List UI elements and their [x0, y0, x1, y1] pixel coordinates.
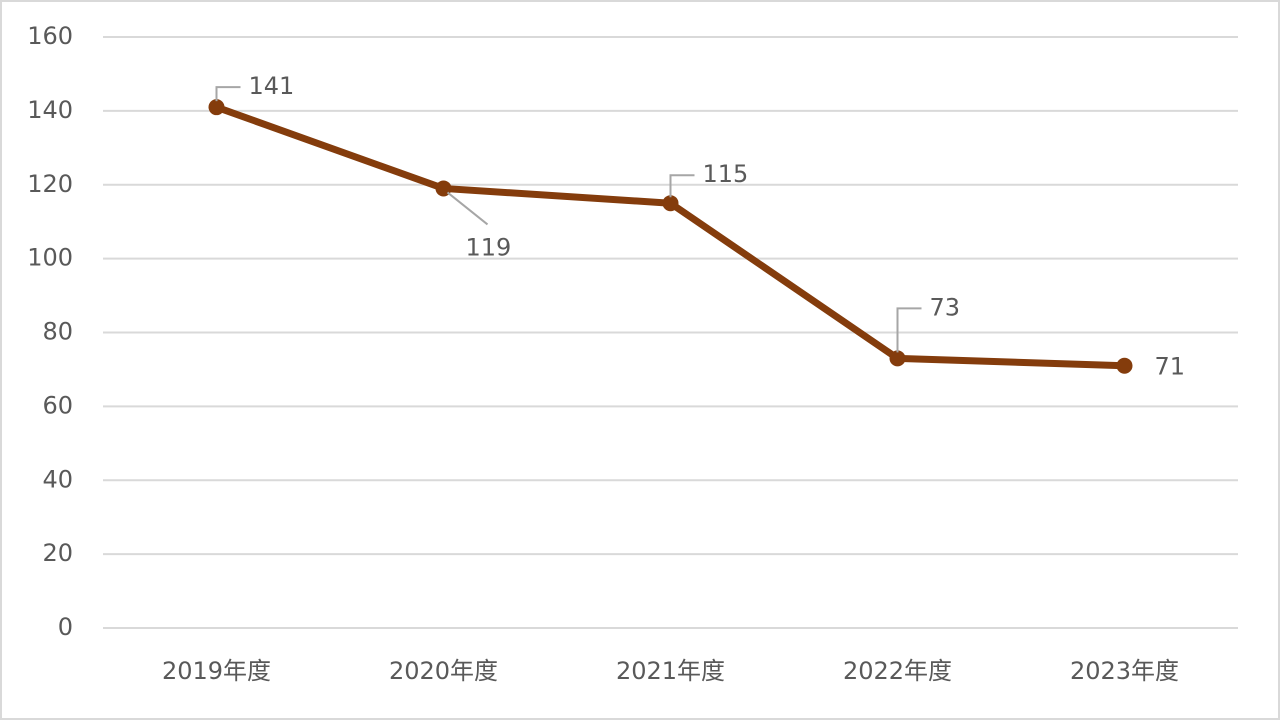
data-label: 71	[1155, 353, 1186, 381]
data-label: 115	[703, 160, 749, 188]
y-tick-label: 80	[42, 318, 73, 346]
y-tick-label: 0	[58, 613, 73, 641]
y-tick-label: 40	[42, 465, 73, 493]
y-tick-label: 100	[27, 244, 73, 272]
leader-line	[446, 191, 489, 226]
data-label: 73	[930, 293, 961, 321]
y-tick-label: 160	[27, 22, 73, 50]
x-tick-label: 2020年度	[389, 657, 498, 685]
data-label: 119	[466, 233, 512, 261]
data-point	[889, 350, 906, 367]
x-tick-label: 2022年度	[843, 657, 952, 685]
x-tick-label: 2023年度	[1070, 657, 1179, 685]
x-tick-label: 2019年度	[162, 657, 271, 685]
data-label: 141	[249, 72, 295, 100]
data-point	[662, 195, 679, 212]
x-tick-label: 2021年度	[616, 657, 725, 685]
leader-line	[215, 86, 241, 102]
y-tick-label: 20	[42, 539, 73, 567]
y-tick-label: 120	[27, 170, 73, 198]
y-tick-label: 60	[42, 391, 73, 419]
leader-line	[896, 307, 922, 353]
leader-line	[669, 174, 695, 198]
data-point	[208, 99, 225, 116]
y-tick-label: 140	[27, 96, 73, 124]
data-point	[1116, 357, 1133, 374]
